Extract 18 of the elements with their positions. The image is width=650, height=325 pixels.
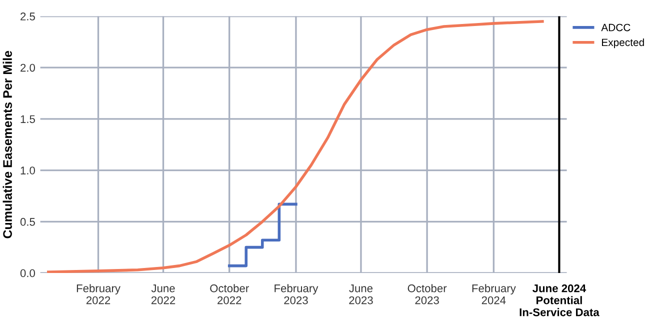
line-series — [47, 20, 544, 273]
x-tick-label: October 2023 — [408, 284, 447, 304]
y-tick-label: 2.5 — [20, 12, 35, 20]
y-tick-label: 1.0 — [20, 166, 36, 174]
x-tick-label: October 2022 — [210, 284, 249, 304]
y-tick-label: 0.0 — [20, 269, 36, 278]
y-tick-label: 0.5 — [20, 218, 35, 226]
ref-line-label: June 2024 Potential In-Service Data — [520, 284, 600, 316]
legend-label: ADCC — [601, 24, 630, 32]
x-tick-label: February 2023 — [274, 284, 318, 304]
x-tick-label: June 2022 — [151, 284, 176, 304]
x-tick-label: February 2024 — [472, 284, 516, 304]
x-tick-label: February 2022 — [76, 284, 120, 304]
y-tick-label: 1.5 — [20, 115, 35, 124]
y-tick-label: 2.0 — [20, 64, 36, 72]
y-axis-title: Cumulative Easements Per Mile — [2, 50, 12, 238]
legend-label: Expected — [602, 38, 644, 48]
x-tick-label: June 2023 — [349, 284, 373, 304]
